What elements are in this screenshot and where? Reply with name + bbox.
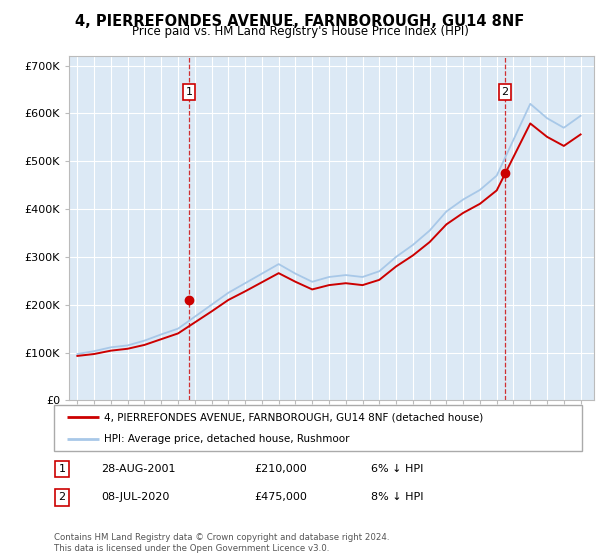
- Text: 4, PIERREFONDES AVENUE, FARNBOROUGH, GU14 8NF (detached house): 4, PIERREFONDES AVENUE, FARNBOROUGH, GU1…: [104, 412, 484, 422]
- Text: 2: 2: [502, 87, 509, 97]
- Text: 28-AUG-2001: 28-AUG-2001: [101, 464, 176, 474]
- Text: 4, PIERREFONDES AVENUE, FARNBOROUGH, GU14 8NF: 4, PIERREFONDES AVENUE, FARNBOROUGH, GU1…: [76, 14, 524, 29]
- FancyBboxPatch shape: [54, 405, 582, 451]
- Text: £210,000: £210,000: [254, 464, 307, 474]
- Text: 1: 1: [185, 87, 193, 97]
- Text: Price paid vs. HM Land Registry's House Price Index (HPI): Price paid vs. HM Land Registry's House …: [131, 25, 469, 38]
- Text: 08-JUL-2020: 08-JUL-2020: [101, 492, 170, 502]
- Text: 6% ↓ HPI: 6% ↓ HPI: [371, 464, 423, 474]
- Text: 2: 2: [58, 492, 65, 502]
- Text: 1: 1: [58, 464, 65, 474]
- Text: Contains HM Land Registry data © Crown copyright and database right 2024.
This d: Contains HM Land Registry data © Crown c…: [54, 533, 389, 553]
- Text: HPI: Average price, detached house, Rushmoor: HPI: Average price, detached house, Rush…: [104, 435, 350, 444]
- Text: £475,000: £475,000: [254, 492, 308, 502]
- Text: 8% ↓ HPI: 8% ↓ HPI: [371, 492, 424, 502]
